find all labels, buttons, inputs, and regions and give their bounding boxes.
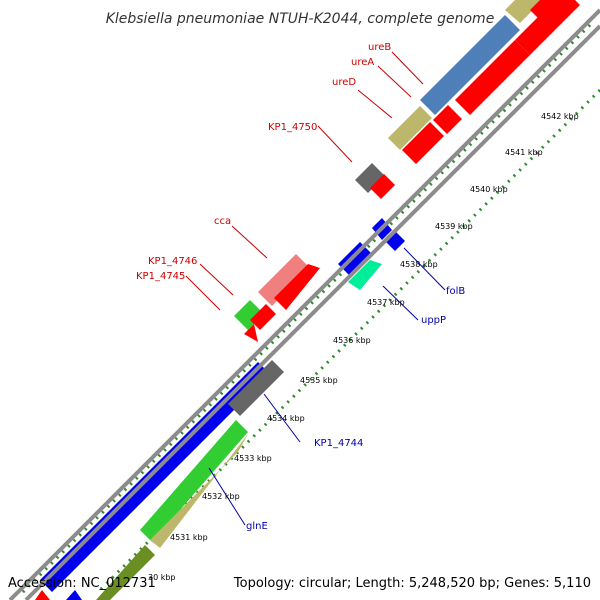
gene-red-5 (402, 122, 444, 164)
leader-lines (185, 51, 446, 526)
gene-label-kp1-4750: KP1_4750 (268, 122, 317, 133)
gene-blue-3 (338, 242, 372, 276)
gene-red-kp4750 (370, 174, 395, 199)
tick-dots (18, 23, 600, 597)
tick-label: 4541 kbp (505, 148, 543, 157)
gene-labels: ureB ureA ureD KP1_4750 cca KP1_4746 KP1… (136, 42, 465, 532)
gene-yellowgreen-outer-1 (505, 0, 543, 23)
gene-olive (96, 545, 155, 600)
gene-green-glnE (140, 420, 248, 542)
gene-blue-long (40, 362, 270, 592)
tick-label: 4538 kbp (400, 260, 438, 269)
gene-pink-cca (258, 254, 310, 306)
gene-red-7 (250, 304, 276, 330)
gene-red-2 (515, 0, 580, 55)
tick-label: 4533 kbp (234, 454, 272, 463)
tick-label: 30 kbp (148, 573, 176, 582)
gene-red-8 (244, 324, 258, 342)
gene-red-4 (433, 105, 462, 134)
gene-label-folB: folB (446, 286, 465, 297)
map-title: Klebsiella pneumoniae NTUH-K2044, comple… (106, 11, 495, 27)
backbone (8, 8, 600, 600)
gene-features (35, 0, 580, 600)
gene-label-uppP: uppP (421, 315, 446, 326)
tick-label: 4534 kbp (267, 414, 305, 423)
gene-red-bottom (35, 590, 50, 600)
gene-label-kp1-4746: KP1_4746 (148, 256, 197, 267)
tick-label: 4531 kbp (170, 533, 208, 542)
gene-gray-kp4750 (355, 163, 385, 193)
tick-label: 4535 kbp (300, 376, 338, 385)
gene-blue-ure-outer (420, 15, 520, 115)
tick-label: 4539 kbp (435, 222, 473, 231)
gene-label-ureD: ureD (332, 77, 356, 88)
gene-green-kp4746 (234, 300, 264, 330)
gene-label-kp1-4745: KP1_4745 (136, 271, 185, 282)
tick-label: 4537 kbp (367, 298, 405, 307)
gene-label-cca: cca (214, 216, 231, 227)
gene-red-3 (455, 40, 530, 115)
gene-yellowgreen-outer-2 (388, 106, 432, 150)
gene-yellowgreen-inner (150, 434, 248, 548)
tick-label: 4540 kbp (470, 185, 508, 194)
gene-red-6 (274, 264, 320, 310)
gene-blue-bottom (66, 590, 82, 600)
tick-label: 4542 kbp (541, 112, 579, 121)
gene-label-ureB: ureB (368, 42, 391, 53)
gene-label-ureA: ureA (351, 57, 374, 68)
gene-label-kp1-4744: KP1_4744 (314, 438, 363, 449)
summary-label: Topology: circular; Length: 5,248,520 bp… (233, 576, 591, 591)
tick-label: 4532 kbp (202, 492, 240, 501)
gene-cyan-uppP (348, 260, 382, 290)
accession-label: Accession: NC_012731 (8, 576, 156, 591)
tick-labels: 4542 kbp 4541 kbp 4540 kbp 4539 kbp 4538… (148, 112, 579, 582)
gene-gray-kp4744 (228, 360, 284, 416)
tick-label: 4536 kbp (333, 336, 371, 345)
gene-label-glnE: glnE (246, 521, 268, 532)
